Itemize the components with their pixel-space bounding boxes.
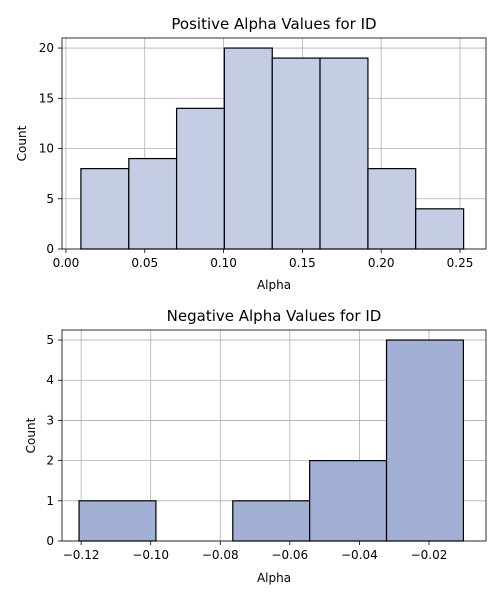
x-tick-label: −0.02 (411, 548, 448, 562)
x-tick-label: 0.25 (447, 256, 474, 270)
x-tick-label: −0.12 (63, 548, 100, 562)
y-tick-label: 20 (39, 41, 54, 55)
histogram-bar (78, 500, 157, 542)
x-axis-ticks: −0.12 −0.10 −0.08 −0.06 −0.04 −0.02 (63, 541, 448, 562)
histogram-bar (232, 500, 311, 542)
histogram-bar (80, 168, 130, 250)
x-tick-label: −0.08 (202, 548, 239, 562)
y-tick-label: 1 (46, 494, 54, 508)
y-axis-label: Count (15, 125, 29, 161)
positive-alpha-histogram: Positive Alpha Values for ID 0.00 0.05 0.1… (15, 15, 487, 292)
y-tick-label: 3 (46, 413, 54, 427)
y-tick-label: 5 (46, 333, 54, 347)
histogram-bar (367, 168, 417, 250)
y-tick-label: 5 (46, 192, 54, 206)
y-axis-label: Count (24, 417, 38, 453)
histogram-bar (271, 57, 321, 250)
y-tick-label: 2 (46, 454, 54, 468)
x-tick-label: 0.05 (131, 256, 158, 270)
histogram-bar (319, 57, 369, 250)
histogram-bars (80, 47, 465, 250)
x-tick-label: 0.00 (53, 256, 80, 270)
negative-alpha-histogram: Negative Alpha Values for ID −0.12 −0.10−… (24, 307, 487, 585)
x-tick-label: −0.10 (132, 548, 169, 562)
histogram-bar (175, 107, 225, 250)
y-tick-label: 0 (46, 242, 54, 256)
y-tick-label: 10 (39, 142, 54, 156)
y-tick-label: 15 (39, 91, 54, 105)
x-tick-label: 0.20 (368, 256, 395, 270)
chart-title: Positive Alpha Values for ID (171, 15, 376, 33)
x-tick-label: −0.06 (271, 548, 308, 562)
x-axis-label: Alpha (257, 278, 291, 292)
histogram-bar (385, 339, 464, 542)
x-tick-label: −0.04 (341, 548, 378, 562)
histogram-bar (415, 208, 465, 250)
y-tick-label: 4 (46, 373, 54, 387)
x-axis-ticks: 0.00 0.05 0.10 0.15 0.20 0.25 (53, 249, 474, 270)
axes-frame (61, 329, 487, 542)
axes-frame (61, 37, 487, 250)
x-axis-label: Alpha (257, 571, 291, 585)
histogram-bar (223, 47, 273, 250)
x-tick-label: 0.15 (289, 256, 316, 270)
chart-title: Negative Alpha Values for ID (167, 307, 382, 325)
histogram-bars (78, 339, 464, 542)
y-axis-ticks: 0 1 2 3 4 5 (46, 333, 62, 548)
histogram-bar (128, 157, 178, 250)
y-tick-label: 0 (46, 534, 54, 548)
x-tick-label: 0.10 (210, 256, 237, 270)
histogram-bar (309, 460, 388, 542)
y-axis-ticks: 0 5 10 15 20 (39, 41, 62, 256)
